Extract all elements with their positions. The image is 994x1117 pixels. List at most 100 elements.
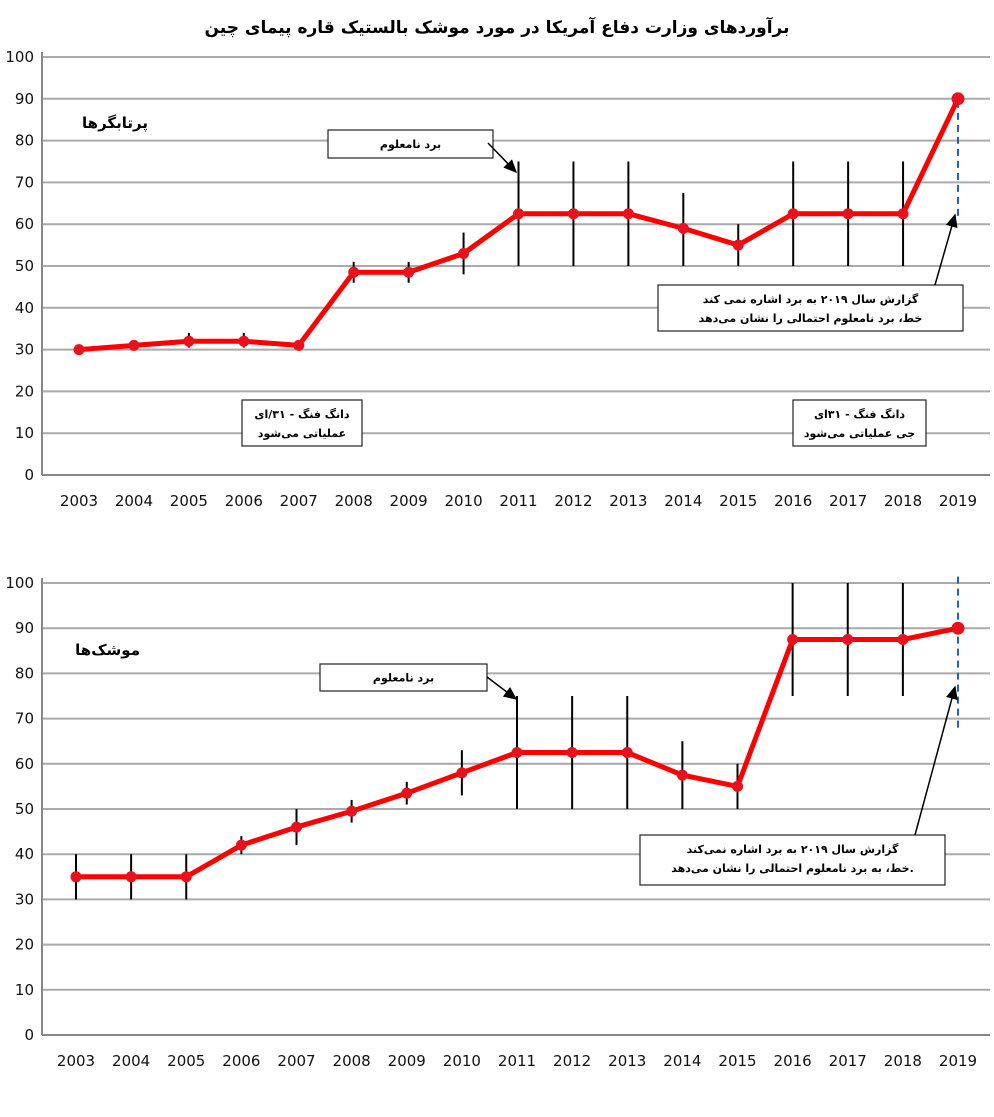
annotation-box [639,834,946,886]
x-tick-label: 2003 [57,1052,95,1070]
y-tick-label: 90 [15,619,34,637]
y-tick-label: 10 [15,981,34,999]
y-tick-label: 100 [5,48,34,66]
x-tick-label: 2007 [277,1052,315,1070]
x-tick-label: 2010 [443,1052,481,1070]
annotation-text: دانگ فنگ - ۳۱/ای [254,407,349,421]
x-tick-label: 2003 [60,492,98,510]
y-tick-label: 20 [15,936,34,954]
data-point [842,208,854,220]
data-point [566,747,578,758]
series-label: موشک‌ها [75,641,140,659]
y-tick-label: 30 [15,890,34,908]
x-tick-label: 2009 [390,492,428,510]
annotation-box [241,399,363,447]
annotation-box [319,663,488,692]
x-tick-label: 2005 [167,1052,205,1070]
data-point [732,239,744,251]
x-tick-label: 2008 [333,1052,371,1070]
y-tick-label: 0 [24,1026,34,1044]
data-point [621,747,633,758]
annotation-arrow [934,213,958,286]
data-point [622,208,634,220]
data-point [128,339,140,351]
y-tick-label: 60 [15,215,34,233]
y-tick-label: 80 [15,132,34,150]
y-tick-label: 50 [15,800,34,818]
annotation-text: عملیاتی می‌شود [258,427,346,440]
y-tick-label: 70 [15,710,34,728]
x-tick-label: 2006 [225,492,263,510]
x-tick-label: 2015 [719,492,757,510]
annotation-text: جی عملیاتی می‌شود [804,427,915,440]
x-tick-label: 2015 [718,1052,756,1070]
y-tick-label: 40 [15,299,34,317]
x-tick-label: 2014 [664,492,702,510]
x-tick-label: 2018 [884,1052,922,1070]
x-tick-label: 2014 [663,1052,701,1070]
x-tick-label: 2016 [774,1052,812,1070]
y-tick-label: 80 [15,664,34,682]
data-point [676,769,688,781]
data-point [73,344,85,356]
annotation-text: گزارش سال ۲۰۱۹ به برد اشاره نمی کند [703,293,919,306]
y-tick-label: 90 [15,90,34,108]
annotation-text: برد نامعلوم [380,138,441,151]
annotation-arrow [486,676,518,700]
x-tick-label: 2008 [335,492,373,510]
y-tick-label: 60 [15,755,34,773]
x-tick-label: 2013 [609,492,647,510]
x-tick-label: 2005 [170,492,208,510]
x-tick-label: 2009 [388,1052,426,1070]
x-tick-label: 2017 [829,492,867,510]
data-point [70,871,82,883]
x-tick-label: 2013 [608,1052,646,1070]
data-point [346,805,358,817]
data-point [513,208,524,220]
data-point [403,266,415,278]
data-point [787,634,799,645]
launchers-chart: 0 10 20 30 40 50 60 70 80 90 100 2003 2004 2005 2006 20… [5,48,990,510]
y-tick-label: 30 [15,341,34,359]
data-point [238,335,250,347]
x-tick-label: 2011 [499,492,537,510]
data-point [183,335,195,347]
y-tick-label: 10 [15,424,34,442]
data-point [677,222,689,234]
annotation-text: خط، به برد نامعلوم احتمالی را نشان می‌ده… [671,862,914,875]
data-point [567,208,579,220]
y-tick-label: 50 [15,257,34,275]
data-point [897,634,909,645]
x-tick-label: 2018 [884,492,922,510]
y-tick-label: 70 [15,173,34,191]
x-tick-label: 2019 [939,1052,977,1070]
data-point [951,92,965,106]
x-tick-label: 2012 [554,492,592,510]
y-tick-label: 100 [5,574,34,592]
annotation-box [792,399,927,447]
annotation-text: دانگ فنگ - ۳۱ای [814,407,905,421]
data-point [456,767,468,779]
data-point [348,266,360,278]
missiles-chart: 0 10 20 30 40 50 60 70 80 90 100 2003 2004 2005 2006 20… [5,573,990,1070]
series-label: پرتابگرها [82,114,148,133]
y-tick-label: 0 [24,466,34,484]
x-tick-label: 2012 [553,1052,591,1070]
data-point [293,339,305,351]
y-tick-label: 40 [15,845,34,863]
x-tick-label: 2004 [115,492,153,510]
chart-title: برآوردهای وزارت دفاع آمریکا در مورد موشک… [204,18,790,38]
data-point [842,634,854,645]
data-point [458,247,470,259]
x-tick-label: 2004 [112,1052,150,1070]
annotation-box [327,129,494,159]
data-point [235,839,247,851]
data-point [180,871,192,883]
data-point [291,821,302,833]
data-point [401,787,413,799]
annotation-text: گزارش سال ۲۰۱۹ به برد اشاره نمی‌کند [687,843,899,856]
data-point [732,780,743,792]
x-tick-label: 2016 [774,492,812,510]
annotation-arrow [487,142,518,174]
annotation-box [657,284,964,332]
